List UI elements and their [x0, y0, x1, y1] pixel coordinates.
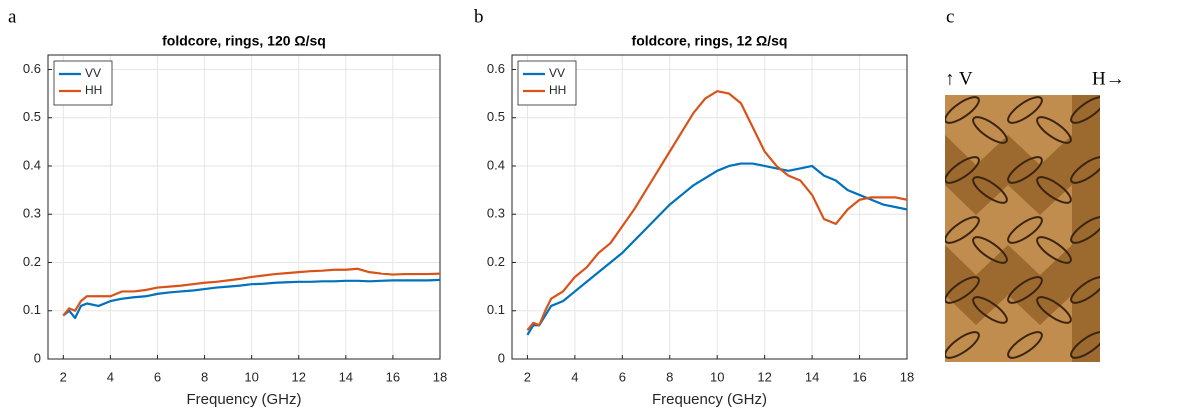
- x-tick-label: 14: [339, 369, 353, 384]
- panel-label: c: [946, 6, 954, 27]
- y-tick-label: 0.4: [23, 157, 41, 172]
- y-tick-label: 0: [34, 350, 41, 365]
- panel-label: b: [474, 6, 484, 27]
- y-tick-label: 0.2: [487, 254, 505, 269]
- x-tick-label: 12: [757, 369, 771, 384]
- x-tick-label: 8: [201, 369, 208, 384]
- x-tick-label: 18: [900, 369, 914, 384]
- legend-box: [517, 60, 577, 106]
- image-label: H→: [1092, 68, 1125, 89]
- y-tick-label: 0.6: [23, 61, 41, 76]
- x-tick-label: 6: [154, 369, 161, 384]
- plot-area: [48, 55, 440, 359]
- x-tick-label: 18: [433, 369, 447, 384]
- x-tick-label: 14: [805, 369, 819, 384]
- legend-box: [53, 60, 113, 106]
- x-axis-label: Frequency (GHz): [652, 391, 767, 408]
- data-line: [526, 162, 908, 336]
- x-tick-label: 2: [524, 369, 531, 384]
- legend-label: HH: [85, 83, 102, 97]
- legend-label: VV: [85, 66, 101, 80]
- axes-box: [47, 54, 441, 360]
- x-tick-label: 4: [107, 369, 114, 384]
- chart-title: foldcore, rings, 120 Ω/sq: [162, 33, 326, 49]
- x-tick-label: 10: [244, 369, 258, 384]
- y-tick-label: 0.2: [23, 254, 41, 269]
- y-tick-label: 0.5: [487, 109, 505, 124]
- x-tick-label: 2: [60, 369, 67, 384]
- sample-photo: [945, 95, 1100, 362]
- data-line: [62, 267, 441, 317]
- y-tick-label: 0.1: [487, 302, 505, 317]
- y-tick-label: 0.6: [487, 61, 505, 76]
- x-tick-label: 10: [710, 369, 724, 384]
- x-tick-label: 16: [852, 369, 866, 384]
- y-tick-label: 0: [498, 350, 505, 365]
- data-line: [526, 90, 908, 331]
- panel-label: a: [8, 6, 17, 27]
- y-tick-label: 0.4: [487, 157, 505, 172]
- x-tick-label: 8: [666, 369, 673, 384]
- chart-title: foldcore, rings, 12 Ω/sq: [632, 33, 788, 49]
- x-axis-label: Frequency (GHz): [186, 391, 301, 408]
- legend-label: HH: [549, 83, 566, 97]
- image-label: ↑ V: [945, 68, 973, 89]
- x-tick-label: 6: [619, 369, 626, 384]
- y-tick-label: 0.3: [23, 206, 41, 221]
- y-tick-label: 0.5: [23, 109, 41, 124]
- x-tick-label: 16: [386, 369, 400, 384]
- data-line: [62, 278, 441, 320]
- axes-box: [511, 54, 908, 360]
- x-tick-label: 12: [292, 369, 306, 384]
- y-tick-label: 0.1: [23, 302, 41, 317]
- x-tick-label: 4: [571, 369, 578, 384]
- legend-label: VV: [549, 66, 565, 80]
- plot-area: [512, 55, 907, 359]
- y-tick-label: 0.3: [487, 206, 505, 221]
